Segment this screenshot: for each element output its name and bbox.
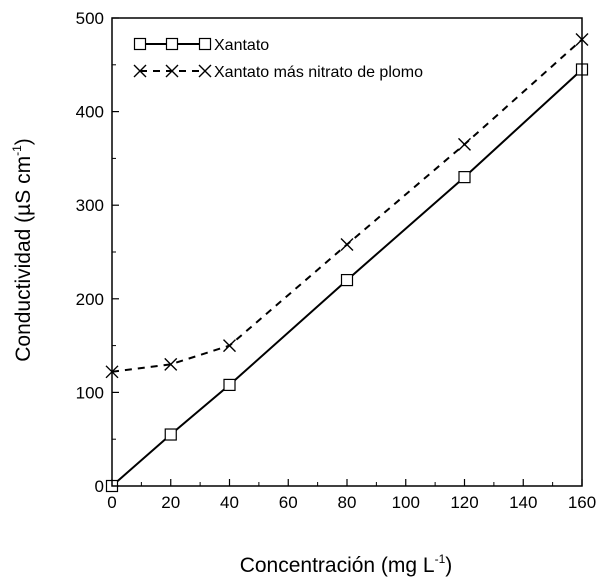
x-tick-label: 160	[568, 493, 596, 512]
axis-ticks	[111, 17, 583, 487]
x-tick-label: 20	[161, 493, 180, 512]
data-point-x	[458, 137, 471, 151]
series-layer	[105, 33, 589, 493]
legend-marker	[198, 37, 212, 51]
x-tick-label: 80	[338, 493, 357, 512]
x-tick-labels: 0 20 40 60 80 100 120 140 160	[107, 493, 596, 512]
series-1	[105, 63, 589, 493]
data-point-x	[340, 238, 354, 252]
data-point-x	[223, 339, 236, 353]
data-point-square	[164, 428, 177, 441]
series-2	[105, 33, 589, 379]
x-tick-label: 140	[509, 493, 537, 512]
data-point-square	[340, 273, 354, 287]
x-axis-title: Concentración (mg L-1)	[240, 552, 453, 577]
x-tick-label: 40	[220, 493, 239, 512]
y-tick-label: 400	[76, 103, 104, 122]
data-point-square	[223, 378, 236, 392]
plot-frame	[111, 17, 583, 487]
legend-marker	[198, 64, 212, 78]
x-tick-label: 120	[450, 493, 478, 512]
legend-entry-2: Xantato más nitrato de plomo	[133, 64, 423, 81]
x-tick-label: 100	[392, 493, 420, 512]
legend-marker	[133, 37, 147, 51]
y-tick-label: 200	[76, 290, 104, 309]
legend-entry-1: Xantato	[133, 37, 269, 54]
legend-label: Xantato	[214, 37, 269, 54]
x-tick-label: 60	[279, 493, 298, 512]
data-point-square	[458, 171, 471, 184]
x-tick-label: 0	[107, 493, 116, 512]
legend-marker	[165, 64, 179, 78]
y-tick-labels: 0 100 200 300 400 500	[76, 9, 104, 496]
y-tick-label: 100	[76, 383, 104, 402]
y-axis-title: Conductividad (µS cm-1)	[10, 138, 35, 362]
legend: Xantato Xantato más nitrato de plomo	[133, 37, 423, 81]
legend-label: Xantato más nitrato de plomo	[214, 64, 423, 81]
series-line	[111, 38, 583, 373]
data-point-x	[164, 357, 178, 371]
legend-marker	[165, 37, 179, 51]
series-line	[111, 68, 583, 487]
y-tick-label: 300	[76, 196, 104, 215]
y-tick-label: 500	[76, 9, 104, 28]
y-tick-label: 0	[95, 477, 104, 496]
legend-marker	[133, 64, 147, 78]
